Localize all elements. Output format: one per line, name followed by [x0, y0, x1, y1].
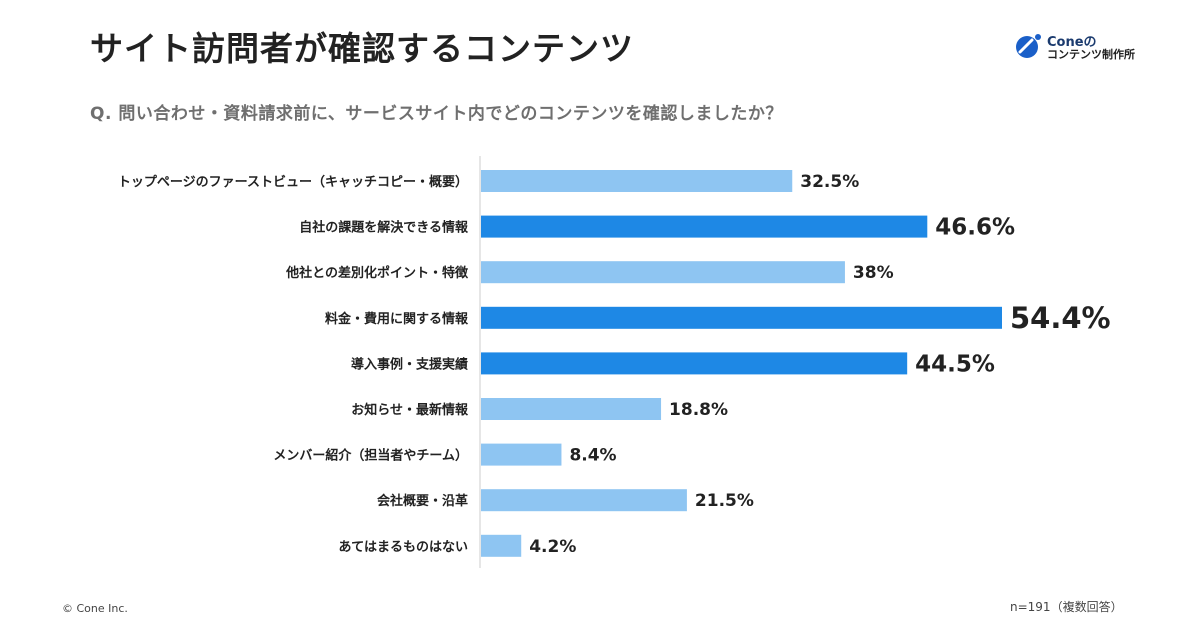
- sample-note: n=191（複数回答）: [1010, 600, 1123, 614]
- value-label: 44.5%: [915, 351, 995, 377]
- value-label: 8.4%: [569, 446, 616, 466]
- bar: [481, 215, 928, 238]
- bar: [481, 306, 1002, 329]
- survey-question: Q. 問い合わせ・資料請求前に、サービスサイト内でどのコンテンツを確認しましたか…: [90, 104, 783, 124]
- category-label: 他社との差別化ポイント・特徴: [285, 265, 469, 281]
- value-label: 46.6%: [935, 215, 1015, 241]
- bar: [481, 170, 793, 192]
- bar: [481, 352, 908, 375]
- category-label: 料金・費用に関する情報: [325, 311, 469, 327]
- bar: [481, 398, 662, 420]
- bar: [481, 261, 845, 284]
- value-label: 4.2%: [529, 537, 576, 557]
- bar: [481, 534, 522, 557]
- bar: [481, 443, 562, 466]
- category-label: 自社の課題を解決できる情報: [299, 220, 469, 236]
- category-label: 導入事例・支援実績: [351, 356, 468, 372]
- value-label: 54.4%: [1010, 301, 1111, 335]
- category-label: 会社概要・沿革: [377, 493, 468, 509]
- value-label: 38%: [853, 263, 894, 283]
- value-label: 18.8%: [669, 400, 728, 420]
- value-label: 32.5%: [800, 172, 859, 192]
- category-label: メンバー紹介（担当者やチーム）: [273, 448, 468, 464]
- logo-brand-text: Coneの: [1047, 35, 1097, 50]
- logo-subtitle: コンテンツ制作所: [1047, 48, 1135, 61]
- brand-logo: Coneの コンテンツ制作所: [1014, 32, 1164, 64]
- bar: [481, 489, 687, 512]
- page-title: サイト訪問者が確認するコンテンツ: [90, 29, 634, 68]
- copyright: © Cone Inc.: [62, 602, 128, 615]
- category-label: トップページのファーストビュー（キャッチコピー・概要）: [118, 174, 468, 190]
- category-label: お知らせ・最新情報: [351, 402, 469, 418]
- category-label: あてはまるものはない: [339, 540, 468, 555]
- value-label: 21.5%: [695, 491, 754, 511]
- cone-logo-icon: [1016, 34, 1041, 58]
